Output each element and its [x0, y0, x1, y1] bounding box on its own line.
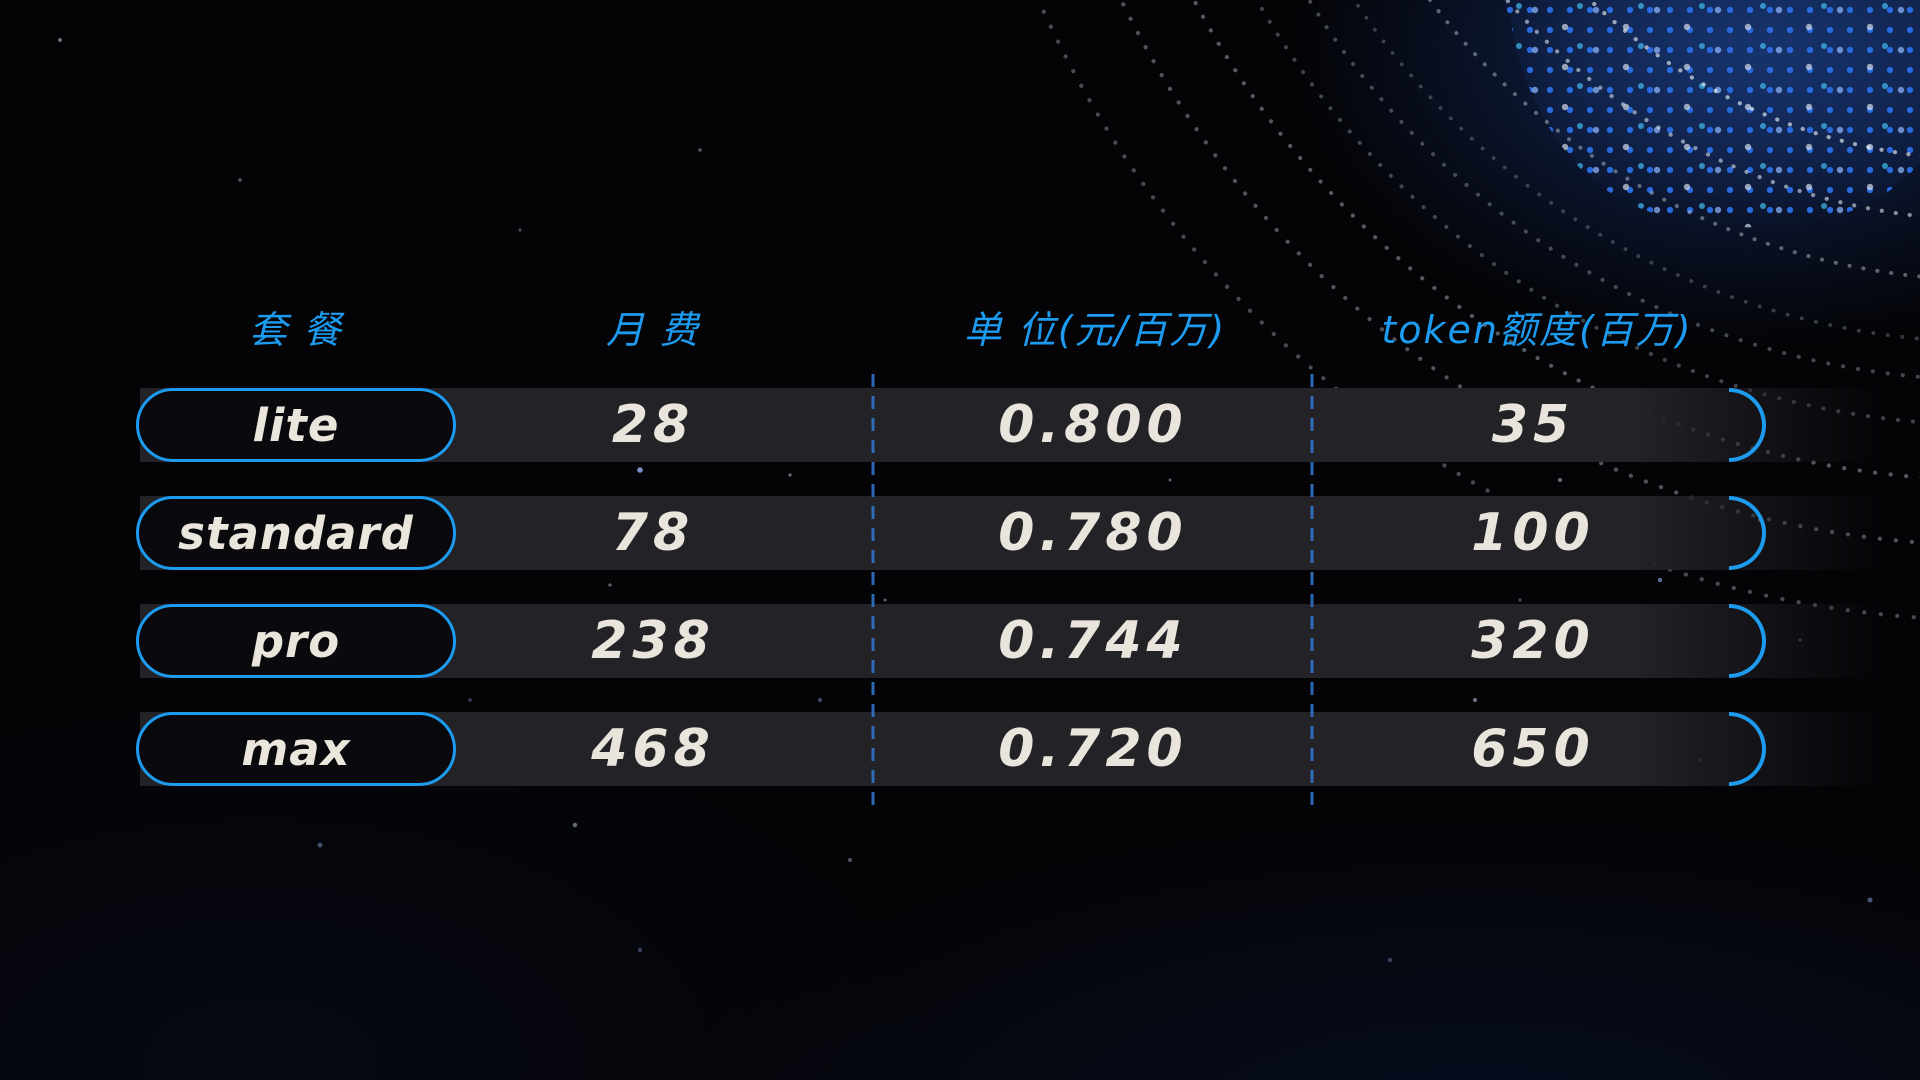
column-header-monthly-fee: 月 费 [605, 308, 701, 352]
table-row: max 468 0.720 650 [0, 712, 1920, 786]
column-header-token-quota: token额度(百万) [1381, 308, 1693, 352]
plan-pill-max[interactable]: max [136, 712, 456, 786]
cell-monthly-fee: 28 [611, 395, 695, 455]
plan-label: lite [252, 398, 340, 452]
cell-monthly-fee: 238 [591, 611, 715, 671]
table-row: lite 28 0.800 35 [0, 388, 1920, 462]
plan-label: standard [178, 506, 414, 560]
plan-label: pro [251, 614, 341, 668]
halftone-dot-grid [1503, 0, 1920, 228]
plan-label: max [241, 722, 351, 776]
column-header-plan: 套 餐 [248, 308, 344, 352]
column-header-unit-price: 单 位(元/百万) [963, 308, 1227, 352]
cell-unit-price: 0.720 [998, 719, 1188, 779]
table-row: standard 78 0.780 100 [0, 496, 1920, 570]
cell-token-quota: 100 [1471, 503, 1595, 563]
plan-pill-standard[interactable]: standard [136, 496, 456, 570]
cell-token-quota: 650 [1471, 719, 1595, 779]
cell-token-quota: 320 [1471, 611, 1595, 671]
cell-unit-price: 0.780 [998, 503, 1188, 563]
cell-monthly-fee: 78 [611, 503, 695, 563]
plan-pill-pro[interactable]: pro [136, 604, 456, 678]
table-row: pro 238 0.744 320 [0, 604, 1920, 678]
cell-unit-price: 0.744 [998, 611, 1188, 671]
plan-pill-lite[interactable]: lite [136, 388, 456, 462]
cell-token-quota: 35 [1491, 395, 1575, 455]
cell-unit-price: 0.800 [998, 395, 1188, 455]
cell-monthly-fee: 468 [591, 719, 715, 779]
